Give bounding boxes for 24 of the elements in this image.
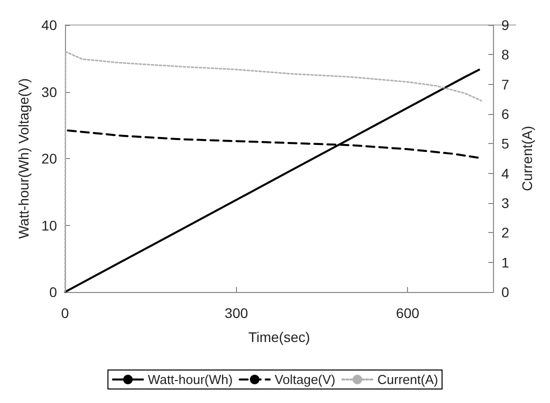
legend-label: Voltage(V) [274, 372, 336, 387]
y2-tick-label: 3 [501, 195, 510, 211]
y2-tick-label: 0 [501, 284, 510, 300]
y2-tick-label: 9 [501, 17, 510, 33]
y2-tick-label: 8 [501, 46, 510, 63]
x-axis-title: Time(sec) [248, 329, 310, 345]
x-tick-label: 600 [396, 305, 420, 321]
x-tick-label: 0 [61, 305, 70, 321]
y-axis-title: Watt-hour(Wh) Voltage(V) [16, 78, 32, 239]
y2-tick-label: 6 [501, 106, 510, 122]
y2-axis-title: Current(A) [519, 126, 535, 192]
y-tick-label: 10 [41, 217, 58, 234]
legend-label: Current(A) [377, 372, 438, 387]
y-tick-label: 0 [49, 284, 58, 300]
y2-tick-label: 2 [501, 224, 510, 241]
y2-tick-label: 5 [501, 136, 510, 152]
y2-tick-label: 1 [501, 254, 510, 270]
x-tick-label: 300 [224, 305, 248, 321]
y2-tick-label: 4 [501, 165, 510, 182]
y2-tick-label: 7 [501, 76, 510, 92]
y-tick-label: 30 [41, 84, 58, 100]
y-tick-label: 20 [41, 150, 58, 166]
legend-label: Watt-hour(Wh) [148, 372, 233, 387]
y-tick-label: 40 [41, 17, 58, 33]
